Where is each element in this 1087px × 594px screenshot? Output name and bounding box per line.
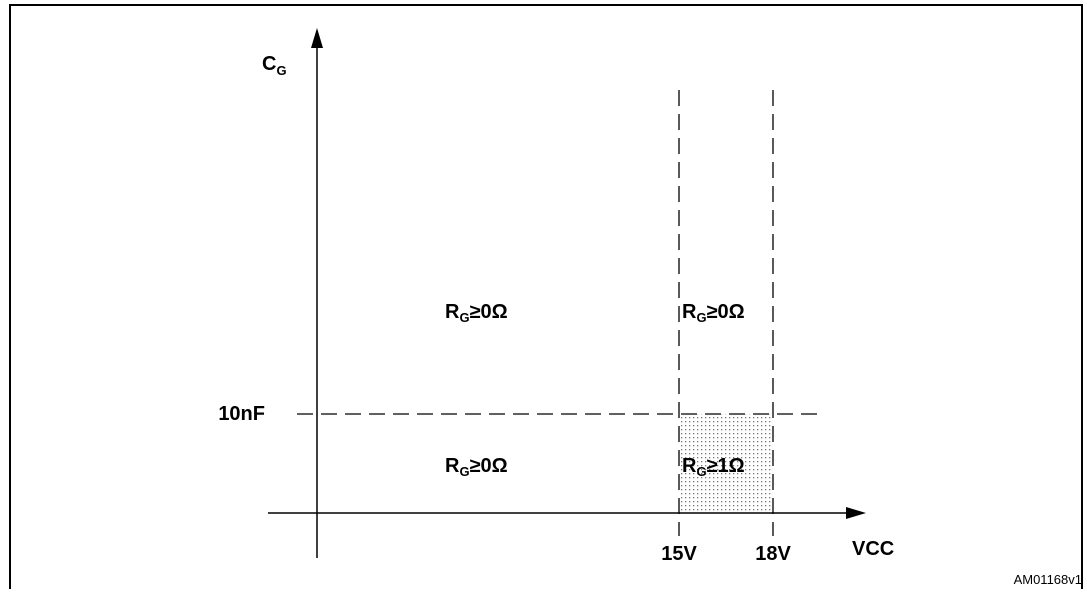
region-sub: G xyxy=(696,310,706,325)
region-sub: G xyxy=(459,310,469,325)
y-arrow xyxy=(311,28,323,48)
region-main: R xyxy=(445,455,460,477)
x-axis-label: VCC xyxy=(852,538,894,560)
region-main: R xyxy=(445,301,460,323)
region-rest: ≥1Ω xyxy=(707,455,745,477)
y-tick-label: 10nF xyxy=(218,403,265,425)
region-rest: ≥0Ω xyxy=(707,301,745,323)
x-arrow xyxy=(846,507,866,519)
frame xyxy=(9,4,1083,594)
region-rest: ≥0Ω xyxy=(470,455,508,477)
x-tick-label: 18V xyxy=(755,543,791,565)
region-label: RG≥0Ω xyxy=(445,301,508,325)
figure-id: AM01168v1 xyxy=(1014,572,1082,587)
x-tick-label: 15V xyxy=(661,543,697,565)
region-label: RG≥1Ω xyxy=(682,455,745,479)
y-label-sub: G xyxy=(276,63,286,78)
shaded-region xyxy=(679,414,773,513)
region-label: RG≥0Ω xyxy=(682,301,745,325)
region-label: RG≥0Ω xyxy=(445,455,508,479)
region-main: R xyxy=(682,455,697,477)
y-axis-label: CG xyxy=(262,53,287,78)
region-main: R xyxy=(682,301,697,323)
region-sub: G xyxy=(459,464,469,479)
region-rest: ≥0Ω xyxy=(470,301,508,323)
y-label-main: C xyxy=(262,53,276,75)
region-sub: G xyxy=(696,464,706,479)
